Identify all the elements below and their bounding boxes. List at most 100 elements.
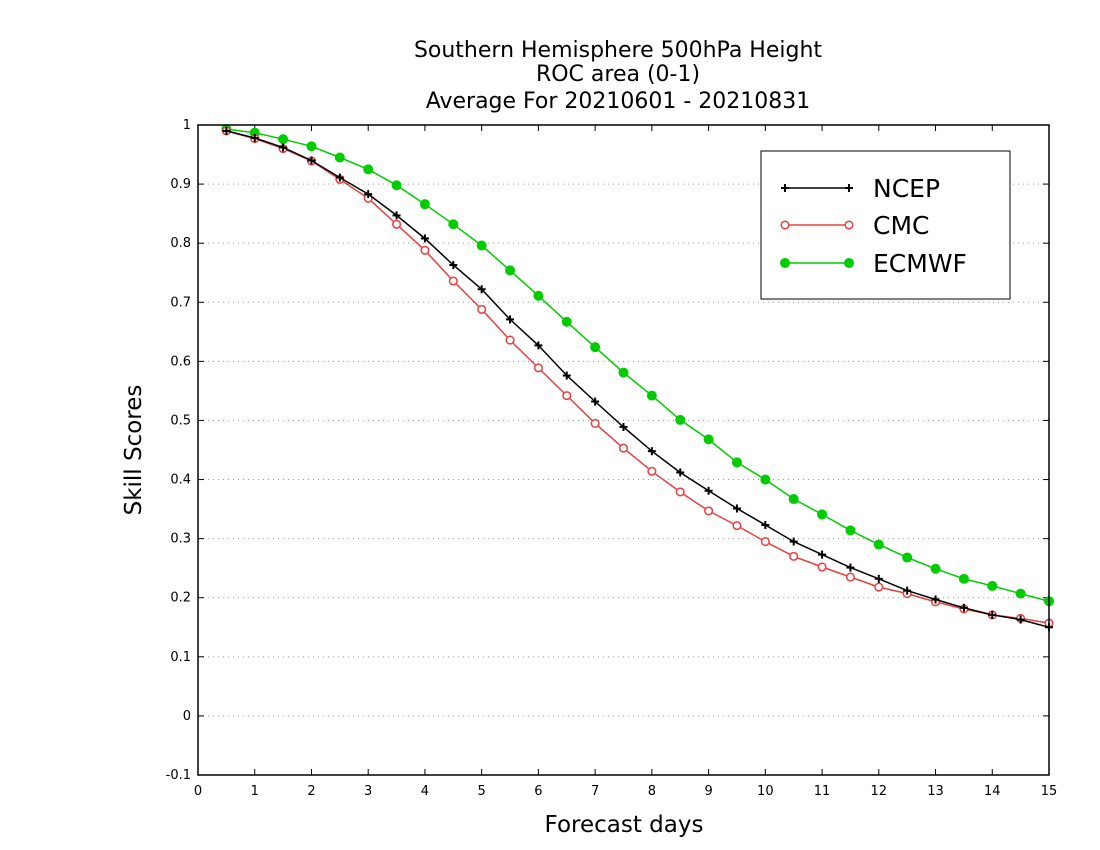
data-point-ecmwf (391, 180, 402, 191)
data-point-ecmwf (419, 199, 430, 210)
legend-label-ncep: NCEP (873, 174, 940, 203)
y-tick-label: 0.4 (170, 473, 191, 488)
data-point-ncep (704, 486, 713, 495)
x-tick-label: 10 (757, 784, 774, 799)
x-axis-label: Forecast days (545, 812, 704, 838)
data-point-ecmwf (675, 414, 686, 425)
legend-marker (845, 184, 853, 192)
y-tick-label: 0.8 (170, 236, 191, 251)
x-tick-label: 15 (1041, 784, 1058, 799)
x-tick-label: 14 (984, 784, 1001, 799)
y-tick-label: 0.9 (170, 177, 191, 192)
series-ncep (222, 126, 1053, 632)
data-point-cmc (505, 335, 515, 345)
legend-marker (780, 220, 790, 230)
x-tick-label: 5 (478, 784, 486, 799)
chart-title: Southern Hemisphere 500hPa Height ROC ar… (414, 38, 822, 114)
series-group (221, 124, 1054, 632)
data-point-ncep (222, 126, 231, 135)
data-point-ncep (676, 468, 685, 477)
legend-entry-ncep: NCEP (781, 174, 940, 203)
x-tick-label: 2 (307, 784, 315, 799)
data-point-ncep (1016, 615, 1025, 624)
legend-entry-ecmwf: ECMWF (780, 249, 967, 278)
data-point-cmc (533, 363, 543, 373)
data-point-ncep (874, 574, 883, 583)
x-tick-label: 0 (194, 784, 202, 799)
data-point-ncep (562, 371, 571, 380)
data-point-cmc (448, 276, 458, 286)
plot-frame (197, 124, 1050, 776)
data-point-ncep (250, 134, 259, 142)
data-point-ecmwf (533, 290, 544, 301)
data-point-ncep (959, 603, 968, 612)
data-point-ecmwf (788, 494, 799, 505)
data-point-ncep (619, 422, 628, 431)
data-point-ecmwf (590, 342, 601, 353)
data-point-ecmwf (958, 573, 969, 584)
data-point-ecmwf (306, 141, 317, 152)
y-tick-label: 0 (183, 709, 191, 724)
data-point-ecmwf (476, 240, 487, 251)
data-point-ecmwf (448, 219, 459, 230)
data-point-cmc (618, 443, 629, 453)
data-point-cmc (477, 304, 487, 314)
data-point-ncep (818, 550, 827, 559)
title-line-2: ROC area (0-1) (536, 62, 700, 87)
y-tick-label: 0.1 (170, 650, 191, 665)
y-tick-label: 1 (183, 118, 191, 133)
x-tick-label: 8 (648, 784, 656, 799)
data-point-cmc (704, 506, 714, 516)
x-tick-label: 3 (364, 784, 372, 799)
x-tick-label: 4 (421, 784, 429, 799)
gridlines (198, 183, 1049, 717)
y-tick-label: 0.6 (170, 354, 191, 369)
data-point-ncep (931, 595, 940, 604)
series-cmc (221, 126, 1054, 628)
legend-label-cmc: CMC (873, 211, 929, 240)
data-point-ncep (307, 156, 316, 165)
data-point-ncep (449, 261, 458, 270)
data-point-ncep (591, 397, 600, 406)
x-tick-label: 7 (591, 784, 599, 799)
data-point-cmc (789, 551, 799, 561)
data-point-ecmwf (334, 152, 345, 163)
series-line-ncep (226, 130, 1050, 629)
y-tick-label: 0.7 (170, 295, 191, 310)
data-point-ecmwf (987, 580, 998, 591)
x-tick-label: 13 (927, 784, 944, 799)
data-point-ncep (392, 211, 401, 220)
data-point-ncep (732, 504, 741, 513)
data-point-cmc (647, 466, 657, 476)
legend-marker (844, 220, 854, 230)
title-line-3: Average For 20210601 - 20210831 (426, 89, 811, 114)
data-point-ecmwf (873, 539, 884, 550)
data-point-ecmwf (505, 265, 516, 276)
data-point-ecmwf (760, 474, 771, 485)
data-point-ncep (477, 285, 486, 294)
data-point-ncep (420, 234, 429, 243)
data-point-ecmwf (731, 457, 742, 468)
y-tick-label: 0.3 (170, 532, 191, 547)
data-point-ecmwf (646, 390, 657, 401)
data-point-ecmwf (703, 434, 714, 445)
data-point-ecmwf (618, 367, 629, 378)
x-tick-label: 9 (704, 784, 712, 799)
legend-marker (781, 184, 789, 192)
series-ecmwf (221, 124, 1054, 607)
y-tick-label: -0.1 (166, 768, 191, 783)
data-point-ncep (534, 341, 543, 350)
legend-marker (780, 258, 790, 268)
data-point-ncep (335, 173, 344, 182)
x-tick-label: 6 (534, 784, 542, 799)
data-point-cmc (420, 245, 430, 255)
data-point-ecmwf (561, 316, 572, 327)
y-tick-label: 0.2 (170, 591, 191, 606)
data-point-cmc (590, 418, 600, 428)
legend-box (760, 150, 1011, 300)
data-point-cmc (760, 537, 770, 547)
data-point-cmc (732, 521, 742, 531)
y-tick-label: 0.5 (170, 413, 191, 428)
legend-marker (844, 258, 854, 268)
